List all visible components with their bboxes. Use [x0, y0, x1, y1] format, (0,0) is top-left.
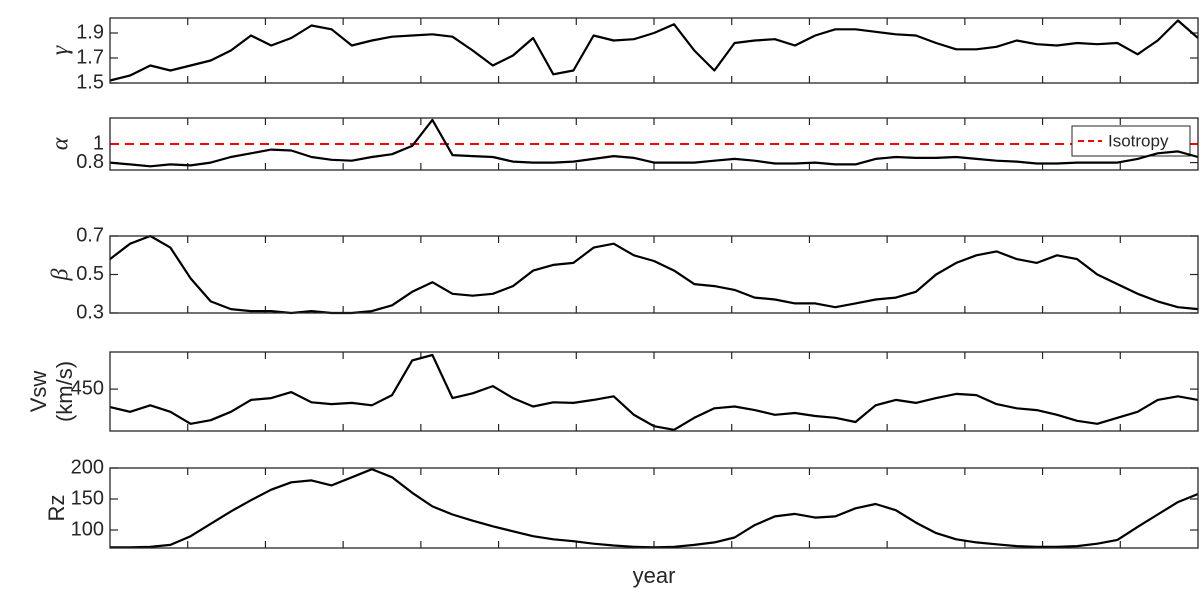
y-tick-label: 100 — [71, 518, 104, 540]
y-tick-label: 0.3 — [76, 301, 104, 323]
y-tick-label: 150 — [71, 487, 104, 509]
y-tick-label: 0.7 — [76, 224, 104, 246]
data-line — [109, 353, 1199, 431]
data-line — [110, 468, 1199, 549]
axes-box — [109, 351, 1199, 432]
y-tick-label: 200 — [71, 456, 104, 478]
y-tick-label: 0.8 — [76, 151, 104, 173]
legend-label: Isotropy — [1108, 131, 1169, 150]
y-tick-label: 1.9 — [76, 21, 104, 43]
axes-box — [109, 467, 1199, 549]
data-line — [109, 234, 1199, 315]
y-axis-label: (km/s) — [52, 361, 77, 422]
y-tick-label: 0.5 — [76, 263, 104, 285]
axes-box — [109, 117, 1199, 171]
y-tick-label: 1 — [93, 132, 104, 154]
data-line — [109, 19, 1199, 82]
axes-box — [109, 17, 1199, 84]
x-axis-label: year — [633, 563, 676, 588]
y-tick-label: 450 — [71, 377, 104, 399]
y-axis-label: Vsw — [26, 371, 51, 413]
data-line — [109, 118, 1199, 168]
y-axis-label: Rz — [44, 495, 69, 522]
y-tick-label: 1.5 — [76, 71, 104, 93]
y-tick-label: 1.7 — [76, 46, 104, 68]
y-axis-label: γ — [48, 45, 74, 55]
y-axis-label: β — [48, 268, 74, 281]
axes-box — [109, 235, 1199, 314]
y-axis-label: α — [48, 137, 74, 150]
